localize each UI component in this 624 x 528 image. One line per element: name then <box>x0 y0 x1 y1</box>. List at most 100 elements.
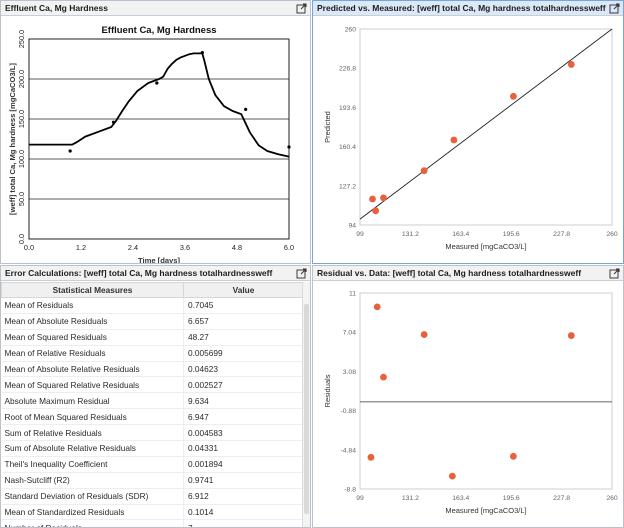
data-point <box>367 453 375 461</box>
measure-name: Mean of Absolute Residuals <box>1 313 184 330</box>
measure-value: 48.27 <box>183 329 304 346</box>
x-tick-label: 260 <box>606 231 618 238</box>
data-point <box>567 61 575 68</box>
table-header-row: Statistical Measures Value <box>1 282 304 298</box>
y-tick-label: 100.0 <box>17 150 26 168</box>
x-tick-label: 195.6 <box>503 495 520 502</box>
table-row[interactable]: Sum of Relative Residuals 0.004583 <box>1 424 304 442</box>
measure-name: Mean of Squared Relative Residuals <box>1 376 184 394</box>
pane-header: Effluent Ca, Mg Hardness <box>1 1 310 16</box>
table-row[interactable]: Mean of Residuals 0.7045 <box>1 297 304 314</box>
data-point <box>373 303 381 311</box>
x-axis-label: Time [days] <box>138 256 181 264</box>
x-tick-label: 131.2 <box>402 495 419 502</box>
y-tick-label: 150.0 <box>17 110 26 128</box>
y-tick-label: 226.8 <box>339 66 356 73</box>
table-row[interactable]: Mean of Absolute Residuals 6.657 <box>1 313 304 330</box>
data-point <box>450 136 458 144</box>
chart-title: Effluent Ca, Mg Hardness <box>101 25 216 36</box>
measure-name: Absolute Maximum Residual <box>1 392 184 410</box>
pane-header: Error Calculations: [weff] total Ca, Mg … <box>1 266 310 281</box>
measure-value: 6.947 <box>183 408 304 426</box>
measure-value: 0.04331 <box>183 440 304 457</box>
vertical-scrollbar[interactable] <box>302 282 310 527</box>
measure-name: Mean of Absolute Relative Residuals <box>1 361 184 378</box>
table-row[interactable]: Mean of Relative Residuals 0.005699 <box>1 345 304 362</box>
popout-icon[interactable] <box>609 3 620 14</box>
y-tick-label: -0.88 <box>341 408 357 415</box>
pane-title: Error Calculations: [weff] total Ca, Mg … <box>5 268 273 278</box>
plot-area <box>359 28 613 226</box>
pane-header: Residual vs. Data: [weff] total Ca, Mg h… <box>313 266 623 281</box>
data-point <box>369 195 376 203</box>
measured-point <box>68 149 72 153</box>
measure-value: 0.7045 <box>183 297 304 314</box>
table-row[interactable]: Number of Residuals 7 <box>1 519 304 527</box>
column-header-value[interactable]: Value <box>183 282 304 298</box>
measure-value: 0.005699 <box>183 345 304 362</box>
x-tick-label: 227.8 <box>553 231 570 238</box>
y-axis-label: Residuals <box>323 374 332 407</box>
table-row[interactable]: Nash-Sutcliff (R2) 0.9741 <box>1 472 304 489</box>
table-row[interactable]: Mean of Squared Residuals 48.27 <box>1 329 304 346</box>
x-tick-label: 0.0 <box>24 243 34 252</box>
plot-area <box>359 292 613 490</box>
table-row[interactable]: Sum of Absolute Relative Residuals 0.0433… <box>1 440 304 457</box>
measure-value: 7 <box>183 519 304 527</box>
popout-icon[interactable] <box>609 268 620 279</box>
measure-name: Sum of Relative Residuals <box>1 424 184 442</box>
measured-point <box>244 107 248 111</box>
table-row[interactable]: Root of Mean Squared Residuals 6.947 <box>1 408 304 426</box>
measured-point <box>287 145 291 149</box>
measure-value: 6.912 <box>183 488 304 505</box>
x-tick-label: 4.8 <box>232 243 242 252</box>
x-tick-label: 260 <box>606 495 618 502</box>
measure-name: Nash-Sutcliff (R2) <box>1 472 184 489</box>
y-tick-label: 127.2 <box>339 183 356 190</box>
y-tick-label: 0.0 <box>17 234 26 244</box>
data-point <box>509 452 517 460</box>
residual-vs-data-pane: Residual vs. Data: [weff] total Ca, Mg h… <box>312 265 624 528</box>
measure-name: Mean of Standardized Residuals <box>1 504 184 521</box>
x-tick-label: 195.6 <box>503 231 520 238</box>
effluent-chart: Effluent Ca, Mg Hardness 0.0 1.2 2.4 3.6 4.8 6… <box>8 25 294 264</box>
x-tick-label: 163.4 <box>452 495 469 502</box>
predicted-vs-measured-pane: Predicted vs. Measured: [weff] total Ca,… <box>312 0 624 264</box>
measure-name: Mean of Squared Residuals <box>1 329 184 346</box>
table-row[interactable]: Mean of Standardized Residuals 0.1014 <box>1 504 304 521</box>
y-tick-label: 250.0 <box>17 30 26 48</box>
measure-name: Mean of Residuals <box>1 297 184 314</box>
pane-title: Effluent Ca, Mg Hardness <box>5 3 108 13</box>
error-calculations-pane: Error Calculations: [weff] total Ca, Mg … <box>0 265 311 528</box>
measured-point <box>111 120 116 124</box>
table-row[interactable]: Theil's Inequality Coefficient 0.001894 <box>1 456 304 473</box>
data-point <box>567 332 575 339</box>
pane-title: Residual vs. Data: [weff] total Ca, Mg h… <box>317 268 582 278</box>
data-point <box>448 472 456 480</box>
y-tick-label: -8.8 <box>344 487 356 494</box>
measure-name: Number of Residuals <box>1 519 184 527</box>
table-row[interactable]: Absolute Maximum Residual 9.634 <box>1 392 304 410</box>
column-header-measure[interactable]: Statistical Measures <box>1 282 184 298</box>
measure-value: 0.002527 <box>183 376 304 394</box>
table-row[interactable]: Standard Deviation of Residuals (SDR) 6.9… <box>1 488 304 505</box>
data-point <box>420 167 428 175</box>
popout-icon[interactable] <box>296 3 307 14</box>
x-tick-label: 99 <box>356 231 364 238</box>
scrollbar-thumb[interactable] <box>304 304 309 514</box>
x-tick-label: 227.8 <box>553 495 570 502</box>
effluent-chart-pane: Effluent Ca, Mg Hardness Effluent Ca, Mg… <box>0 0 311 264</box>
y-tick-label: 200.0 <box>17 70 26 88</box>
identity-reference-line <box>359 28 613 220</box>
table-row[interactable]: Mean of Absolute Relative Residuals 0.046… <box>1 361 304 378</box>
residual-vs-data-chart: 99 131.2 163.4 195.6 227.8 260 -8.8 -4.84 -0.88 3… <box>323 291 618 516</box>
measure-name: Mean of Relative Residuals <box>1 345 184 362</box>
measure-value: 6.657 <box>183 313 304 330</box>
y-tick-label: 11 <box>349 291 356 298</box>
popout-icon[interactable] <box>296 268 307 279</box>
measure-value: 0.004583 <box>183 424 304 442</box>
measure-value: 0.04623 <box>183 361 304 378</box>
table-row[interactable]: Mean of Squared Relative Residuals 0.0025… <box>1 376 304 394</box>
measure-name: Root of Mean Squared Residuals <box>1 408 184 426</box>
y-tick-label: 160.4 <box>339 144 356 151</box>
